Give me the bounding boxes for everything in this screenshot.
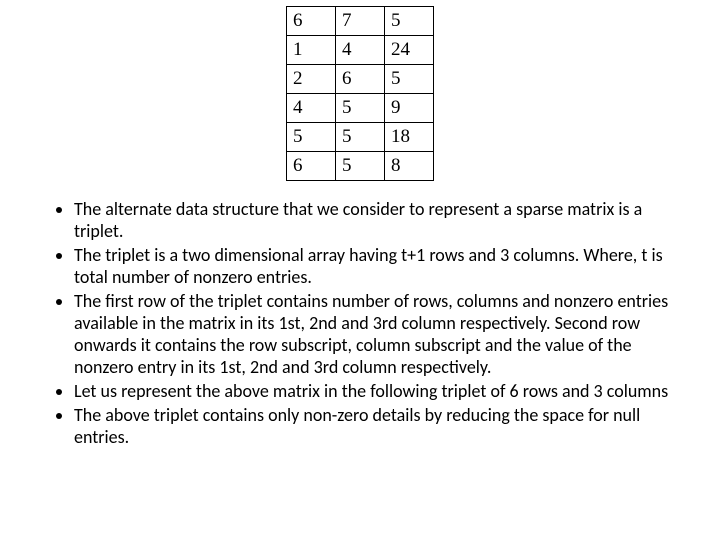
table-row: 2 6 5 bbox=[287, 65, 434, 94]
table-row: 5 5 18 bbox=[287, 123, 434, 152]
list-item: Let us represent the above matrix in the… bbox=[74, 381, 670, 403]
table-cell: 5 bbox=[287, 123, 336, 152]
table-cell: 7 bbox=[336, 7, 385, 36]
table-cell: 5 bbox=[336, 94, 385, 123]
triplet-table-container: 6 7 5 1 4 24 2 6 5 4 5 9 bbox=[0, 0, 720, 181]
table-cell: 5 bbox=[336, 123, 385, 152]
table-cell: 1 bbox=[287, 36, 336, 65]
table-cell: 2 bbox=[287, 65, 336, 94]
slide-page: 6 7 5 1 4 24 2 6 5 4 5 9 bbox=[0, 0, 720, 540]
table-row: 6 7 5 bbox=[287, 7, 434, 36]
table-cell: 18 bbox=[385, 123, 434, 152]
table-cell: 5 bbox=[336, 152, 385, 181]
list-item: The alternate data structure that we con… bbox=[74, 199, 670, 243]
list-item: The above triplet contains only non-zero… bbox=[74, 405, 670, 449]
triplet-table: 6 7 5 1 4 24 2 6 5 4 5 9 bbox=[286, 6, 434, 181]
table-cell: 4 bbox=[287, 94, 336, 123]
table-cell: 9 bbox=[385, 94, 434, 123]
table-row: 6 5 8 bbox=[287, 152, 434, 181]
table-cell: 6 bbox=[287, 7, 336, 36]
table-row: 4 5 9 bbox=[287, 94, 434, 123]
table-cell: 4 bbox=[336, 36, 385, 65]
table-row: 1 4 24 bbox=[287, 36, 434, 65]
table-cell: 5 bbox=[385, 65, 434, 94]
table-cell: 24 bbox=[385, 36, 434, 65]
list-item: The triplet is a two dimensional array h… bbox=[74, 245, 670, 289]
table-cell: 8 bbox=[385, 152, 434, 181]
list-item: The first row of the triplet contains nu… bbox=[74, 291, 670, 379]
table-cell: 5 bbox=[385, 7, 434, 36]
table-cell: 6 bbox=[287, 152, 336, 181]
table-cell: 6 bbox=[336, 65, 385, 94]
bullet-list: The alternate data structure that we con… bbox=[50, 199, 670, 448]
